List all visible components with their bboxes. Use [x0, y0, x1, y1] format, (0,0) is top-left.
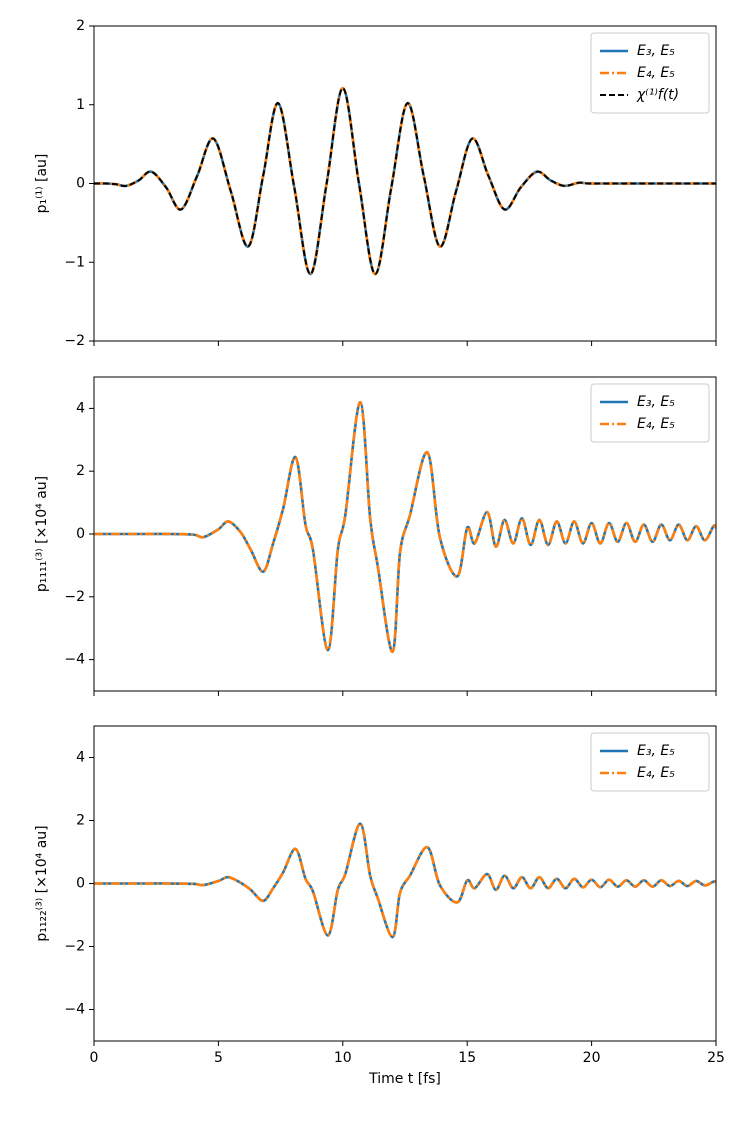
y-axis-label: p₁⁽¹⁾ [au]: [34, 154, 50, 214]
legend-box: [590, 732, 710, 792]
x-tick-label: 20: [583, 1050, 601, 1066]
y-axis-label: p₁₁₂₂⁽³⁾ [×10⁴ au]: [34, 825, 50, 941]
y-tick-label: 0: [76, 876, 85, 892]
x-tick-label: 0: [90, 1050, 99, 1066]
y-tick-label: −2: [64, 333, 85, 349]
legend-label: E₄, E₅: [637, 765, 675, 781]
y-tick-label: 2: [76, 463, 85, 479]
series-line: [94, 822, 716, 939]
series-line: [94, 86, 716, 276]
y-tick-label: 4: [76, 750, 85, 766]
legend-label: E₄, E₅: [637, 416, 675, 432]
y-tick-label: −4: [64, 1002, 85, 1018]
x-tick-label: 25: [707, 1050, 725, 1066]
y-axis-label: p₁₁₁₁⁽³⁾ [×10⁴ au]: [34, 476, 50, 592]
legend-label: χ⁽¹⁾f(t): [636, 87, 679, 103]
y-tick-label: 2: [76, 813, 85, 829]
x-tick-label: 10: [334, 1050, 352, 1066]
legend-label: E₃, E₅: [637, 43, 675, 59]
legend-label: E₃, E₅: [637, 394, 675, 410]
y-tick-label: 4: [76, 400, 85, 416]
x-tick-label: 5: [214, 1050, 223, 1066]
series-line: [94, 86, 716, 276]
plot-frame: [93, 725, 717, 1042]
y-tick-label: −4: [64, 652, 85, 668]
series-line: [94, 822, 716, 939]
y-tick-label: 0: [76, 526, 85, 542]
legend-label: E₃, E₅: [637, 743, 675, 759]
x-tick-label: 15: [458, 1050, 476, 1066]
y-tick-label: −2: [64, 939, 85, 955]
y-tick-label: −1: [64, 254, 85, 270]
series-line: [94, 400, 716, 654]
plot-frame: [93, 376, 717, 692]
plot-frame: [93, 25, 717, 342]
series-line: [94, 87, 716, 276]
legend-box: [590, 32, 710, 114]
y-tick-label: 0: [76, 176, 85, 192]
legend-label: E₄, E₅: [637, 65, 675, 81]
x-axis-label: Time t [fs]: [368, 1071, 441, 1087]
y-tick-label: 2: [76, 18, 85, 34]
y-tick-label: 1: [76, 97, 85, 113]
legend-box: [590, 383, 710, 443]
y-tick-label: −2: [64, 589, 85, 605]
